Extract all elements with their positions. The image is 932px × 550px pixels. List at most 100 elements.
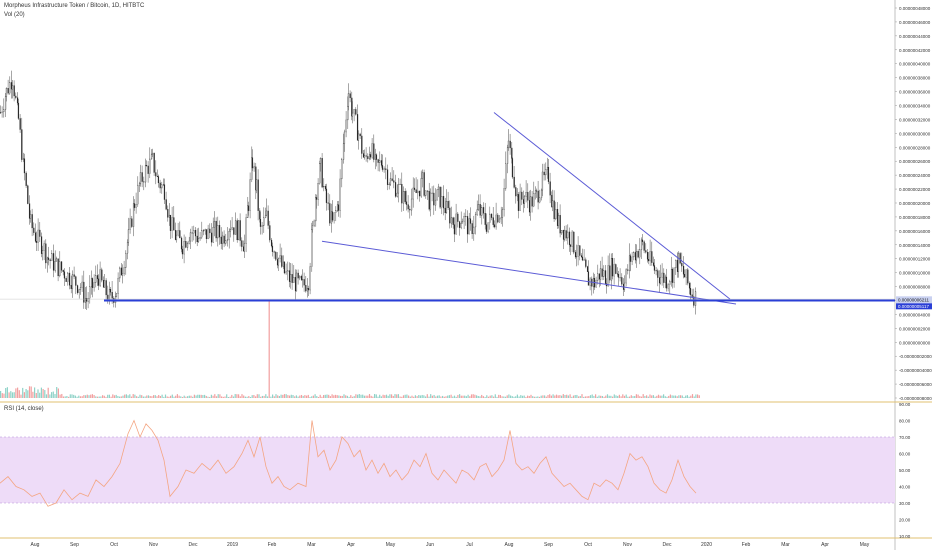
price-tick-label: 0.00000000000	[899, 340, 931, 345]
volume-bar	[253, 394, 255, 398]
volume-bar	[78, 395, 80, 398]
candle-body	[689, 288, 692, 295]
volume-bar	[10, 391, 12, 398]
candle-body	[437, 186, 440, 190]
candle-body	[457, 213, 459, 222]
volume-bar	[593, 395, 595, 398]
volume-bar	[68, 396, 70, 398]
candle-body	[539, 197, 541, 203]
candle-body	[415, 189, 417, 194]
volume-bar	[440, 396, 442, 398]
volume-bar	[537, 396, 539, 398]
candle-body	[683, 274, 686, 278]
volume-bar	[685, 395, 687, 398]
candle-body	[47, 257, 50, 260]
candle-body	[333, 212, 335, 221]
volume-bar	[0, 390, 2, 398]
candle-body	[388, 184, 390, 185]
candle-body	[339, 178, 341, 211]
candle-body	[51, 253, 53, 261]
candle-body	[249, 179, 251, 211]
candle-body	[188, 240, 190, 244]
candle-body	[468, 218, 470, 235]
candle-body	[54, 261, 56, 271]
volume-bar	[644, 395, 646, 398]
candle-body	[410, 198, 413, 211]
time-tick-label: May	[860, 542, 870, 548]
volume-bar	[295, 395, 297, 398]
candle-body	[37, 229, 39, 243]
candle-body	[675, 260, 677, 269]
candle-body	[371, 143, 373, 158]
time-tick-label: Oct	[584, 542, 592, 548]
price-tick-label: 0.00000030000	[899, 131, 931, 136]
candle-body	[101, 269, 103, 281]
candle-body	[633, 252, 635, 258]
candle-body	[99, 269, 101, 286]
candle-body	[463, 216, 465, 222]
volume-bar	[474, 394, 476, 398]
price-tick-label: 0.00000040000	[899, 62, 931, 67]
volume-bar	[343, 394, 345, 398]
volume-bar	[430, 394, 432, 398]
candle-body	[511, 158, 514, 178]
candle-body	[428, 191, 430, 210]
volume-bar	[477, 396, 479, 398]
candle-body	[237, 220, 240, 241]
candle-body	[63, 271, 66, 279]
candle-body	[225, 240, 227, 244]
volume-bar	[571, 396, 573, 398]
candle-body	[521, 191, 523, 200]
candle-body	[285, 271, 287, 274]
candle-body	[549, 181, 551, 196]
volume-bar	[521, 395, 524, 398]
volume-bar	[574, 394, 576, 398]
candle-body	[347, 93, 350, 107]
volume-bar	[426, 394, 428, 398]
volume-bar	[241, 394, 243, 398]
candle-body	[297, 272, 299, 279]
time-tick-label: Sep	[544, 542, 553, 548]
price-tick-label: 0.00000024000	[899, 173, 931, 178]
candle-body	[489, 213, 491, 223]
candle-body	[421, 172, 424, 179]
candle-body	[436, 189, 438, 201]
candle-body	[204, 229, 206, 231]
volume-bar	[674, 395, 677, 398]
candle-body	[239, 220, 241, 241]
candle-body	[583, 259, 585, 261]
volume-bar	[584, 396, 586, 398]
volume-bar	[503, 396, 505, 398]
volume-bar	[32, 391, 34, 398]
support-price-badge	[896, 303, 932, 310]
candle-body	[273, 251, 275, 253]
candle-body	[13, 85, 15, 97]
volume-bar	[102, 395, 104, 398]
volume-bar	[688, 396, 690, 398]
volume-bar	[511, 396, 513, 398]
candle-body	[7, 88, 9, 94]
candle-body	[317, 183, 319, 200]
candle-body	[568, 231, 571, 246]
volume-bar	[56, 386, 58, 398]
volume-bar	[214, 394, 216, 398]
candle-body	[458, 221, 461, 228]
candle-body	[226, 239, 229, 241]
price-tick-label: 0.00000028000	[899, 145, 931, 150]
volume-bar	[44, 390, 46, 398]
candle-body	[199, 237, 201, 239]
candle-body	[385, 168, 387, 170]
volume-bar	[246, 396, 248, 398]
candle-body	[212, 227, 214, 243]
volume-bar	[331, 394, 333, 398]
candle-body	[34, 232, 37, 242]
volume-bar	[147, 395, 150, 398]
volume-bar	[120, 396, 122, 398]
volume-bar	[130, 396, 133, 398]
candle-body	[150, 154, 153, 160]
volume-bar	[156, 396, 158, 398]
candle-body	[447, 201, 449, 209]
candle-body	[220, 236, 222, 244]
candle-body	[557, 215, 560, 226]
